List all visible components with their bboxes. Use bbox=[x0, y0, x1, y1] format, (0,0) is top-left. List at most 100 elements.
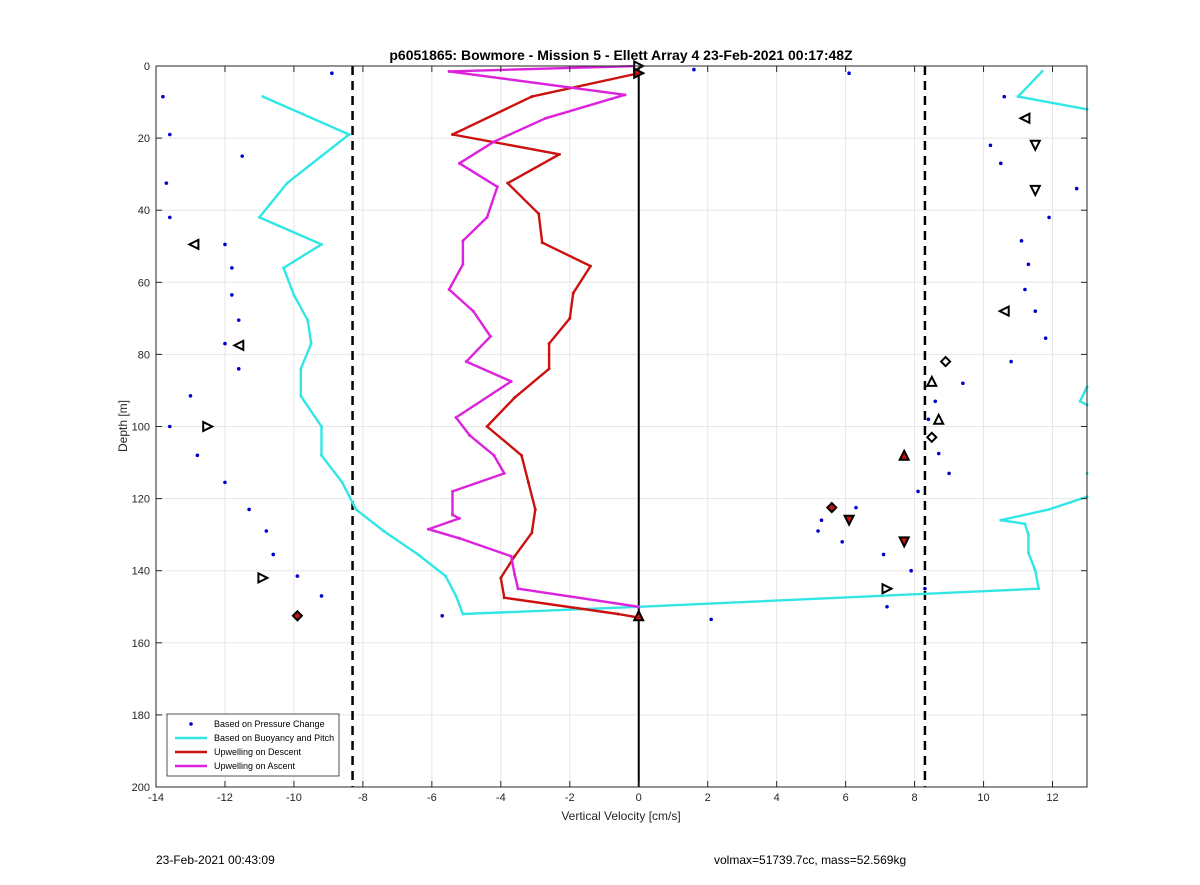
ascent-upwelling-line-point bbox=[451, 489, 455, 493]
buoyancy-pitch-line-point bbox=[1047, 507, 1051, 511]
ascent-upwelling-line-point bbox=[464, 360, 468, 364]
event-marker bbox=[291, 609, 304, 622]
event-marker bbox=[898, 448, 911, 461]
pressure-change-point bbox=[330, 71, 334, 76]
footer-timestamp: 23-Feb-2021 00:43:09 bbox=[156, 853, 275, 867]
descent-upwelling-line-point bbox=[547, 367, 551, 371]
x-tick-label: 12 bbox=[1046, 792, 1058, 804]
buoyancy-pitch-line-point bbox=[292, 293, 296, 297]
ascent-upwelling-line-point bbox=[457, 161, 461, 165]
legend: Based on Pressure Change Based on Buoyanc… bbox=[166, 713, 340, 777]
y-tick-label: 40 bbox=[138, 205, 150, 217]
ascent-upwelling-line-point bbox=[513, 572, 517, 576]
series-layer bbox=[161, 64, 1089, 622]
pressure-change-point bbox=[264, 529, 269, 533]
x-tick-label: -4 bbox=[496, 792, 506, 804]
pressure-change-point bbox=[1074, 186, 1079, 191]
pressure-change-point bbox=[936, 451, 941, 456]
pressure-change-point bbox=[947, 471, 951, 476]
ascent-upwelling-line bbox=[427, 64, 639, 608]
buoyancy-pitch-line-point bbox=[1037, 587, 1041, 591]
event-marker bbox=[232, 339, 245, 352]
pressure-change-point bbox=[885, 604, 889, 609]
legend-label: Based on Pressure Change bbox=[214, 719, 325, 729]
ascent-upwelling-line-point bbox=[623, 93, 627, 97]
ascent-upwelling-line-point bbox=[447, 288, 451, 292]
pressure-change-point bbox=[230, 293, 234, 297]
pressure-change-point bbox=[854, 505, 858, 510]
ascent-upwelling-line-point bbox=[509, 379, 513, 383]
pressure-change-point bbox=[923, 586, 927, 591]
buoyancy-pitch-line-point bbox=[299, 394, 303, 398]
pressure-change-point bbox=[167, 215, 172, 220]
pressure-change-point bbox=[236, 367, 241, 371]
x-tick-label: -14 bbox=[148, 792, 164, 804]
buoyancy-pitch-line-point bbox=[1033, 569, 1037, 573]
event-marker bbox=[932, 412, 945, 425]
ascent-upwelling-line-point bbox=[447, 69, 451, 73]
y-tick-label: 200 bbox=[132, 782, 150, 794]
pressure-change-point bbox=[195, 453, 200, 458]
descent-upwelling-line-point bbox=[557, 152, 561, 156]
buoyancy-pitch-line-point bbox=[461, 612, 465, 616]
y-tick-label: 100 bbox=[132, 422, 150, 434]
buoyancy-pitch-line-point bbox=[1026, 533, 1030, 537]
descent-upwelling-line-point bbox=[526, 480, 530, 484]
ascent-upwelling-line-point bbox=[457, 536, 461, 540]
descent-upwelling-line-point bbox=[513, 554, 517, 558]
buoyancy-pitch-line-point bbox=[340, 480, 344, 484]
ascent-upwelling-line-point bbox=[492, 140, 496, 144]
ascent-upwelling-line-point bbox=[461, 239, 465, 243]
ascent-upwelling-line-point bbox=[485, 215, 489, 219]
y-axis-label: Depth [m] bbox=[116, 400, 130, 452]
reference-lines bbox=[351, 66, 927, 787]
pressure-change-point bbox=[961, 381, 965, 386]
pressure-change-point bbox=[1023, 287, 1027, 292]
ascent-upwelling-line-point bbox=[461, 262, 465, 266]
buoyancy-pitch-line-point bbox=[306, 318, 310, 322]
descent-upwelling-line-point bbox=[513, 396, 517, 400]
ascent-upwelling-line-point bbox=[468, 434, 472, 438]
ascent-upwelling-line-point bbox=[516, 587, 520, 591]
descent-upwelling-line-point bbox=[588, 264, 592, 268]
x-tick-label: -6 bbox=[427, 792, 437, 804]
ascent-upwelling-line-point bbox=[471, 309, 475, 313]
legend-label: Upwelling on Descent bbox=[214, 747, 302, 757]
descent-upwelling-line-point bbox=[616, 612, 620, 616]
event-marker bbox=[939, 355, 952, 368]
pressure-change-point bbox=[167, 132, 172, 137]
event-marker bbox=[925, 374, 938, 387]
descent-upwelling-line-point bbox=[537, 212, 541, 216]
pressure-change-point bbox=[692, 67, 696, 72]
descent-upwelling-line-point bbox=[499, 576, 503, 580]
y-tick-label: 20 bbox=[138, 133, 150, 145]
event-marker bbox=[898, 536, 911, 549]
pressure-change-point bbox=[230, 266, 234, 270]
pressure-change-point bbox=[188, 394, 193, 398]
x-tick-label: 10 bbox=[977, 792, 989, 804]
legend-label: Based on Buoyancy and Pitch bbox=[214, 733, 334, 743]
pressure-change-point bbox=[926, 417, 931, 422]
descent-upwelling-line-point bbox=[451, 132, 455, 136]
pressure-change-point bbox=[881, 552, 886, 557]
y-tick-label: 60 bbox=[138, 277, 150, 289]
buoyancy-pitch-line-point bbox=[416, 552, 420, 556]
pressure-change-point bbox=[223, 341, 227, 346]
x-tick-label: -10 bbox=[286, 792, 302, 804]
pressure-change-point bbox=[319, 594, 324, 598]
pressure-change-point bbox=[223, 480, 227, 485]
event-marker bbox=[881, 582, 894, 595]
pressure-change-point bbox=[1026, 262, 1031, 267]
buoyancy-pitch-line-point bbox=[1016, 95, 1020, 99]
buoyancy-pitch-line-point bbox=[999, 518, 1003, 522]
y-tick-label: 160 bbox=[132, 638, 150, 650]
pressure-change-point bbox=[161, 94, 165, 99]
event-marker bbox=[825, 501, 838, 514]
pressure-change-point bbox=[223, 242, 227, 247]
legend-label: Upwelling on Ascent bbox=[214, 761, 296, 771]
event-marker bbox=[925, 431, 938, 444]
event-marker bbox=[257, 571, 270, 585]
pressure-change-point bbox=[236, 318, 241, 322]
pressure-change-point bbox=[916, 489, 920, 494]
